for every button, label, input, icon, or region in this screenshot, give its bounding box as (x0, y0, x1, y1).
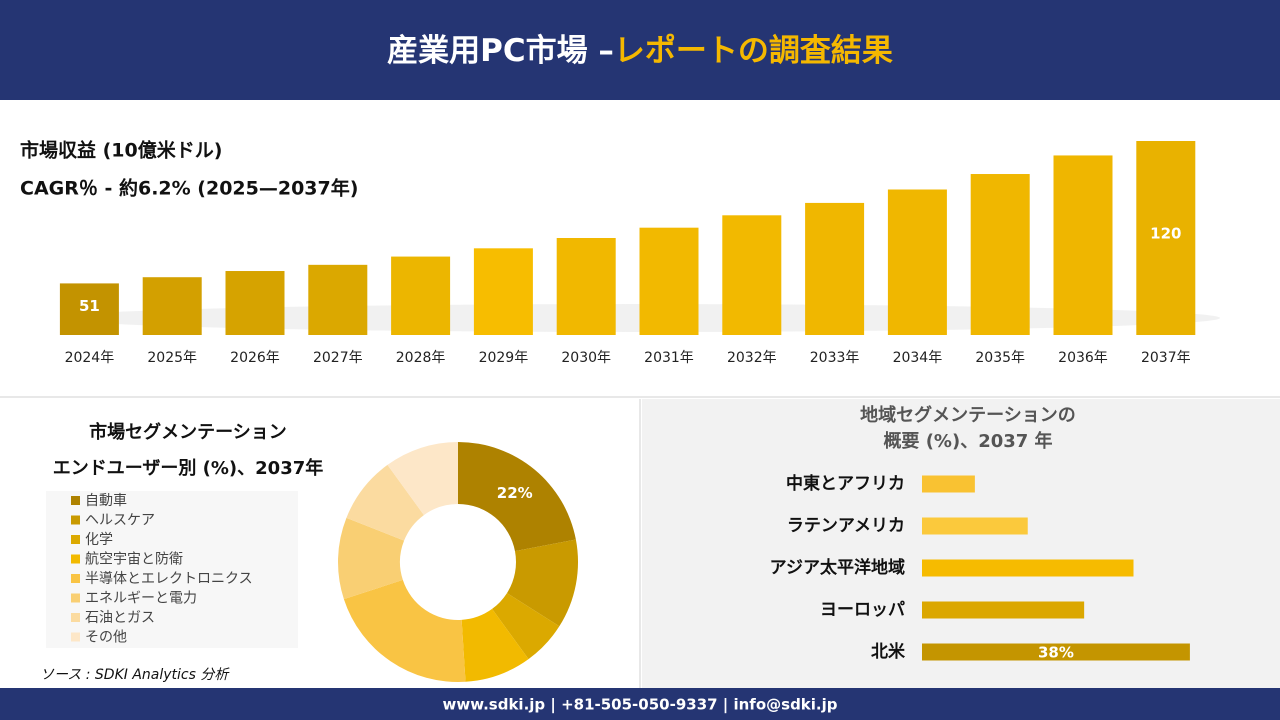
legend-label: 自動車 (85, 492, 127, 509)
legend-swatch (71, 593, 80, 603)
pie-slice (387, 442, 458, 516)
bar-chart-title: 市場収益 (10億米ドル) (20, 139, 222, 162)
pie-slice (492, 593, 560, 660)
bar (473, 248, 533, 335)
legend-label: エネルギーと電力 (85, 591, 197, 607)
bar-chart-subtitle: CAGR％ - 約6.2% (2025—2037年) (20, 177, 358, 200)
bar (887, 189, 947, 335)
legend-swatch (71, 515, 80, 525)
pie-slice (346, 464, 424, 541)
bar (922, 475, 975, 493)
bar (970, 174, 1030, 335)
pie-title: 市場セグメンテーション (89, 421, 287, 443)
bar (922, 559, 1134, 577)
legend-label: ヘルスケア (85, 513, 155, 529)
header-band (0, 0, 1280, 100)
data-label: 120 (1150, 225, 1181, 243)
source-note: ソース : SDKI Analytics 分析 (40, 667, 230, 683)
x-tick-label: 2031年 (644, 350, 694, 366)
bar (391, 256, 451, 335)
x-tick-label: 2028年 (396, 350, 446, 366)
footer-band (0, 688, 1280, 720)
pie-slice (458, 442, 576, 552)
legend-swatch (71, 574, 80, 583)
bar (1053, 155, 1113, 335)
footer-contact: www.sdki.jp | +81-505-050-9337 | info@sd… (442, 696, 837, 715)
hbar-subtitle: 概要 (%)、2037 年 (883, 430, 1052, 452)
legend-label: 化学 (85, 532, 113, 548)
x-tick-label: 2037年 (1141, 350, 1191, 366)
y-tick-label: 中東とアフリカ (786, 473, 905, 494)
pie-slice (338, 517, 405, 600)
x-tick-label: 2030年 (561, 350, 611, 366)
x-tick-label: 2029年 (479, 350, 529, 366)
pie-subtitle: エンドユーザー別 (%)、2037年 (53, 457, 324, 479)
bar (805, 202, 865, 335)
data-label: 51 (79, 297, 100, 315)
bar (308, 264, 368, 335)
title-highlight: レポートの調査結果 (614, 33, 893, 69)
legend-swatch (71, 632, 80, 642)
bar (1136, 141, 1196, 335)
x-tick-label: 2036年 (1058, 350, 1108, 366)
x-tick-label: 2033年 (810, 350, 860, 366)
x-tick-label: 2032年 (727, 350, 777, 366)
title-main: 産業用PC市場 – (387, 33, 614, 69)
y-tick-label: ラテンアメリカ (787, 516, 905, 536)
y-tick-label: ヨーロッパ (820, 600, 905, 620)
bar (225, 271, 285, 335)
region-panel (642, 399, 1280, 688)
x-tick-label: 2035年 (975, 350, 1025, 366)
legend-label: 半導体とエレクトロニクス (85, 571, 253, 587)
x-tick-label: 2026年 (230, 350, 280, 366)
legend-swatch (71, 535, 80, 544)
data-label: 38% (1038, 644, 1074, 662)
x-tick-label: 2025年 (147, 350, 197, 366)
legend-label: その他 (85, 630, 127, 646)
legend-box (46, 491, 298, 648)
legend-swatch (71, 554, 80, 564)
bar (59, 283, 119, 335)
y-tick-label: アジア太平洋地域 (770, 557, 905, 578)
legend-swatch (71, 496, 80, 505)
legend-label: 航空宇宙と防衛 (85, 552, 183, 568)
bar (922, 601, 1085, 619)
bar (922, 643, 1190, 661)
legend-label: 石油とガス (85, 610, 155, 626)
bar (722, 215, 782, 335)
pie-slice (343, 579, 466, 682)
bar (922, 517, 1028, 535)
data-label: 22% (497, 484, 533, 502)
pie-slice (461, 608, 529, 682)
x-tick-label: 2027年 (313, 350, 363, 366)
pie-slice (506, 539, 578, 627)
bar (639, 227, 699, 335)
y-tick-label: 北米 (871, 641, 906, 662)
page-title: 産業用PC市場 –レポートの調査結果 (387, 33, 893, 69)
x-tick-label: 2024年 (65, 350, 115, 366)
bar (142, 277, 202, 335)
hbar-title: 地域セグメンテーションの (860, 404, 1076, 426)
x-tick-label: 2034年 (893, 350, 943, 366)
legend-swatch (71, 613, 80, 622)
bar (556, 238, 616, 335)
